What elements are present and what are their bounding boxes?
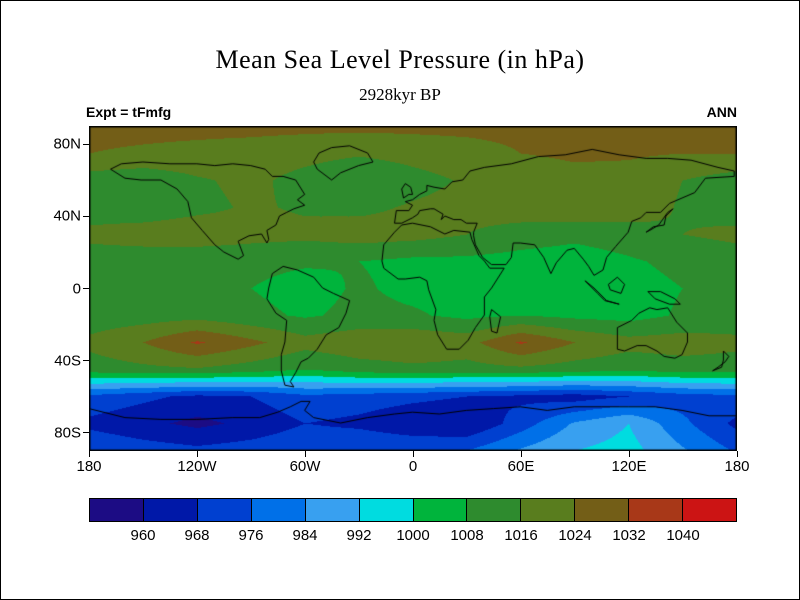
y-tick-mark — [83, 432, 89, 434]
colorbar-cell — [629, 499, 684, 521]
x-tick-mark — [412, 451, 414, 457]
colorbar-label: 1032 — [612, 527, 646, 544]
x-tick-label: 0 — [408, 458, 418, 475]
y-tick-label: 40N — [53, 207, 81, 225]
colorbar-label: 992 — [346, 527, 372, 544]
colorbar-label: 960 — [130, 527, 156, 544]
colorbar-label: 984 — [292, 527, 318, 544]
x-tick-mark — [304, 451, 306, 457]
y-tick-label: 0 — [72, 280, 81, 297]
colorbar-cell — [521, 499, 576, 521]
colorbar-label: 1024 — [558, 527, 592, 544]
x-tick-mark — [736, 451, 738, 457]
pressure-map-canvas — [89, 126, 737, 451]
colorbar-cell — [359, 499, 414, 521]
colorbar-label: 1016 — [504, 527, 538, 544]
x-tick-label: 180 — [76, 458, 102, 475]
y-tick-mark — [83, 288, 89, 289]
colorbar-cell — [575, 499, 630, 521]
colorbar-cell — [251, 499, 306, 521]
x-tick-label: 120E — [611, 458, 647, 475]
colorbar-cell — [90, 499, 144, 521]
colorbar-cell — [143, 499, 198, 521]
colorbar-cell — [197, 499, 252, 521]
x-tick-mark — [88, 451, 90, 457]
colorbar-cell — [305, 499, 360, 521]
colorbar-cell — [683, 499, 737, 521]
y-tick-label: 40S — [54, 352, 81, 370]
x-tick-label: 180 — [724, 458, 750, 475]
x-tick-label: 120W — [177, 458, 217, 475]
colorbar — [89, 498, 737, 522]
x-tick-mark — [196, 451, 198, 457]
colorbar-cell — [467, 499, 522, 521]
chart-title: Mean Sea Level Pressure (in hPa) — [215, 45, 585, 74]
colorbar-label: 968 — [184, 527, 210, 544]
colorbar-label: 1008 — [450, 527, 484, 544]
season-label: ANN — [706, 104, 737, 120]
y-tick-label: 80N — [53, 135, 81, 153]
chart-subtitle: 2928kyr BP — [359, 85, 441, 104]
x-tick-mark — [520, 451, 522, 457]
colorbar-label: 1040 — [666, 527, 700, 544]
y-tick-mark — [83, 215, 89, 217]
colorbar-label: 1000 — [396, 527, 430, 544]
y-tick-mark — [83, 143, 89, 145]
x-tick-label: 60W — [289, 458, 321, 475]
y-tick-mark — [83, 360, 89, 362]
y-tick-label: 80S — [54, 424, 81, 442]
colorbar-cell — [413, 499, 468, 521]
x-tick-mark — [628, 451, 630, 457]
colorbar-label: 976 — [238, 527, 264, 544]
x-tick-label: 60E — [507, 458, 535, 475]
experiment-label: Expt = tFmfg — [86, 104, 172, 120]
